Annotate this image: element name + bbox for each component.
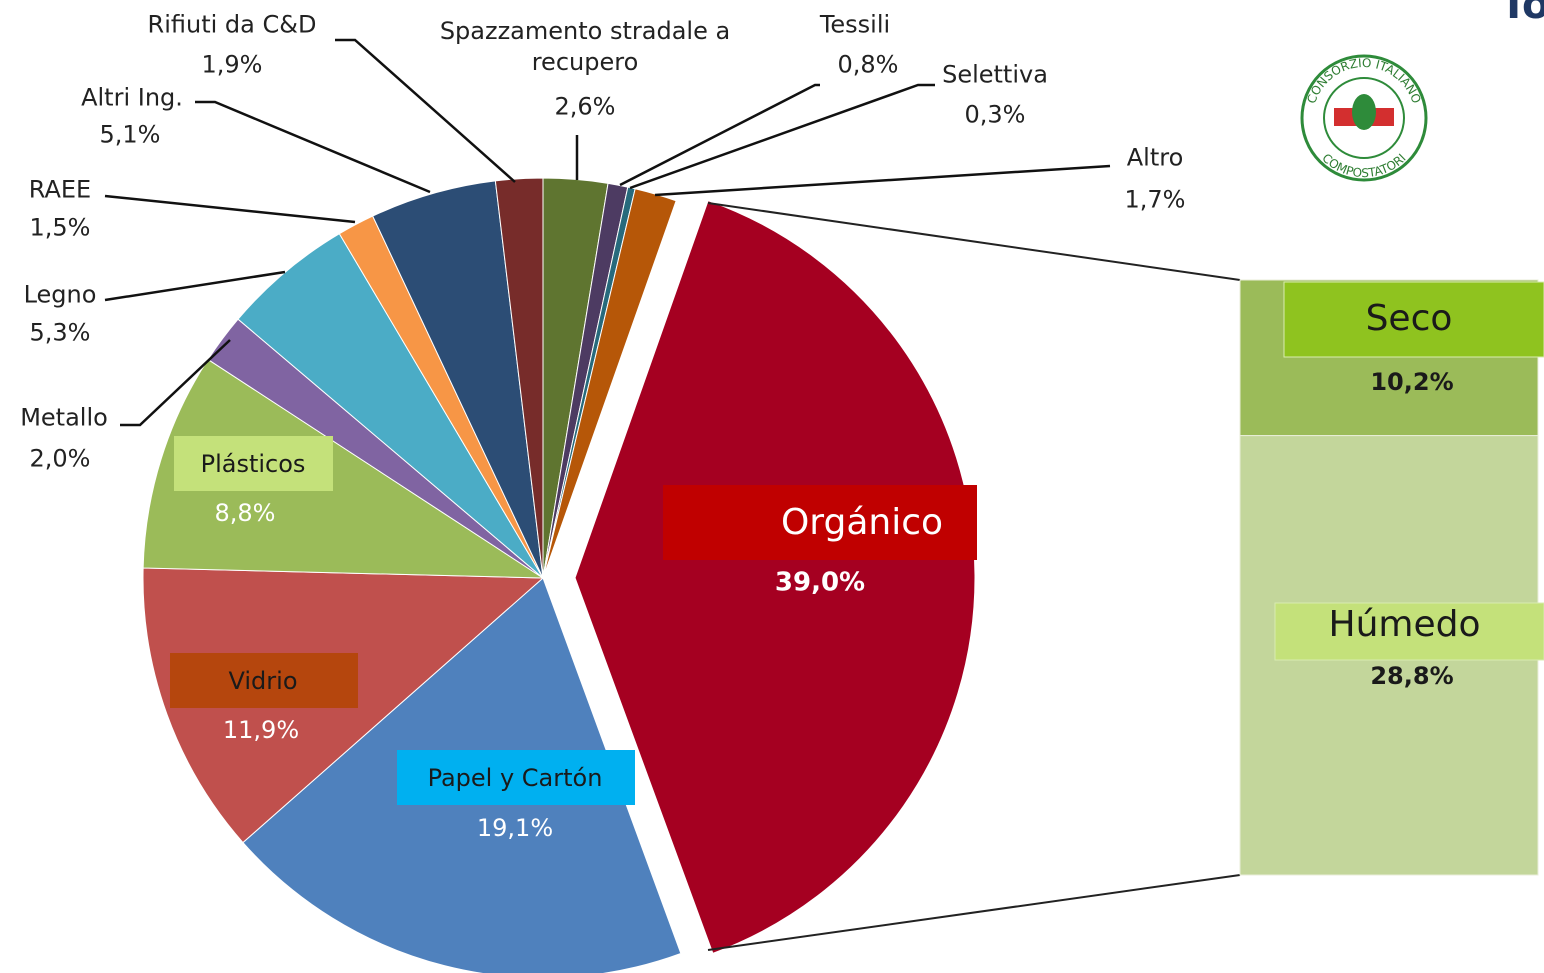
pie-slice (142, 358, 545, 579)
value-label: 5,1% (99, 120, 161, 149)
category-label: Metallo (20, 403, 108, 432)
leader-line (104, 194, 356, 224)
connector-line (707, 202, 1241, 281)
value-label: 2,6% (554, 92, 616, 121)
leader-line (619, 83, 820, 187)
category-label: Papel y Cartón (428, 764, 603, 792)
category-label: Plásticos (201, 450, 306, 478)
value-label: 0,3% (964, 100, 1026, 129)
category-label: Orgánico (781, 502, 943, 543)
category-label: Legno (23, 280, 97, 309)
category-label: RAEE (28, 175, 92, 204)
category-label: Húmedo (1329, 604, 1481, 645)
category-label: Altro (1126, 143, 1184, 172)
leader-line (654, 164, 1111, 197)
category-label: Seco (1366, 298, 1453, 339)
value-label: 11,9% (223, 716, 299, 744)
value-label: 10,2% (1370, 368, 1453, 396)
chart-title: To (1500, 0, 1544, 28)
value-label: 39,0% (775, 568, 865, 598)
logo: CONSORZIO ITALIANO COMPOSTATORI (1300, 54, 1428, 182)
leader-line (104, 270, 286, 302)
pie-slice (574, 199, 976, 954)
category-label: Spazzamento stradale a recupero (439, 16, 731, 76)
label-box (1283, 281, 1544, 358)
category-label: Tessili (819, 10, 891, 39)
label-box (1274, 602, 1544, 661)
logo-leaf (1352, 94, 1376, 130)
leader-line (195, 100, 431, 194)
category-label: Selettiva (942, 60, 1048, 89)
value-label: 1,5% (29, 213, 91, 242)
value-label: 1,7% (1124, 185, 1186, 214)
category-label: Altri Ing. (81, 83, 183, 112)
category-label: Vidrio (228, 667, 297, 695)
value-label: 19,1% (477, 814, 553, 842)
value-label: 8,8% (215, 499, 276, 527)
value-label: 1,9% (201, 50, 263, 79)
label-box (397, 750, 635, 805)
value-label: 0,8% (837, 50, 899, 79)
value-label: 5,3% (29, 318, 91, 347)
label-box (174, 436, 333, 491)
leader-line (629, 83, 935, 190)
leader-line (335, 38, 516, 183)
category-label: Rifiuti da C&D (147, 10, 317, 39)
connector-line (707, 874, 1241, 951)
value-label: 2,0% (29, 444, 91, 473)
label-box (663, 485, 977, 560)
value-label: 28,8% (1370, 662, 1453, 690)
label-box (170, 653, 358, 708)
leader-line (120, 339, 231, 427)
